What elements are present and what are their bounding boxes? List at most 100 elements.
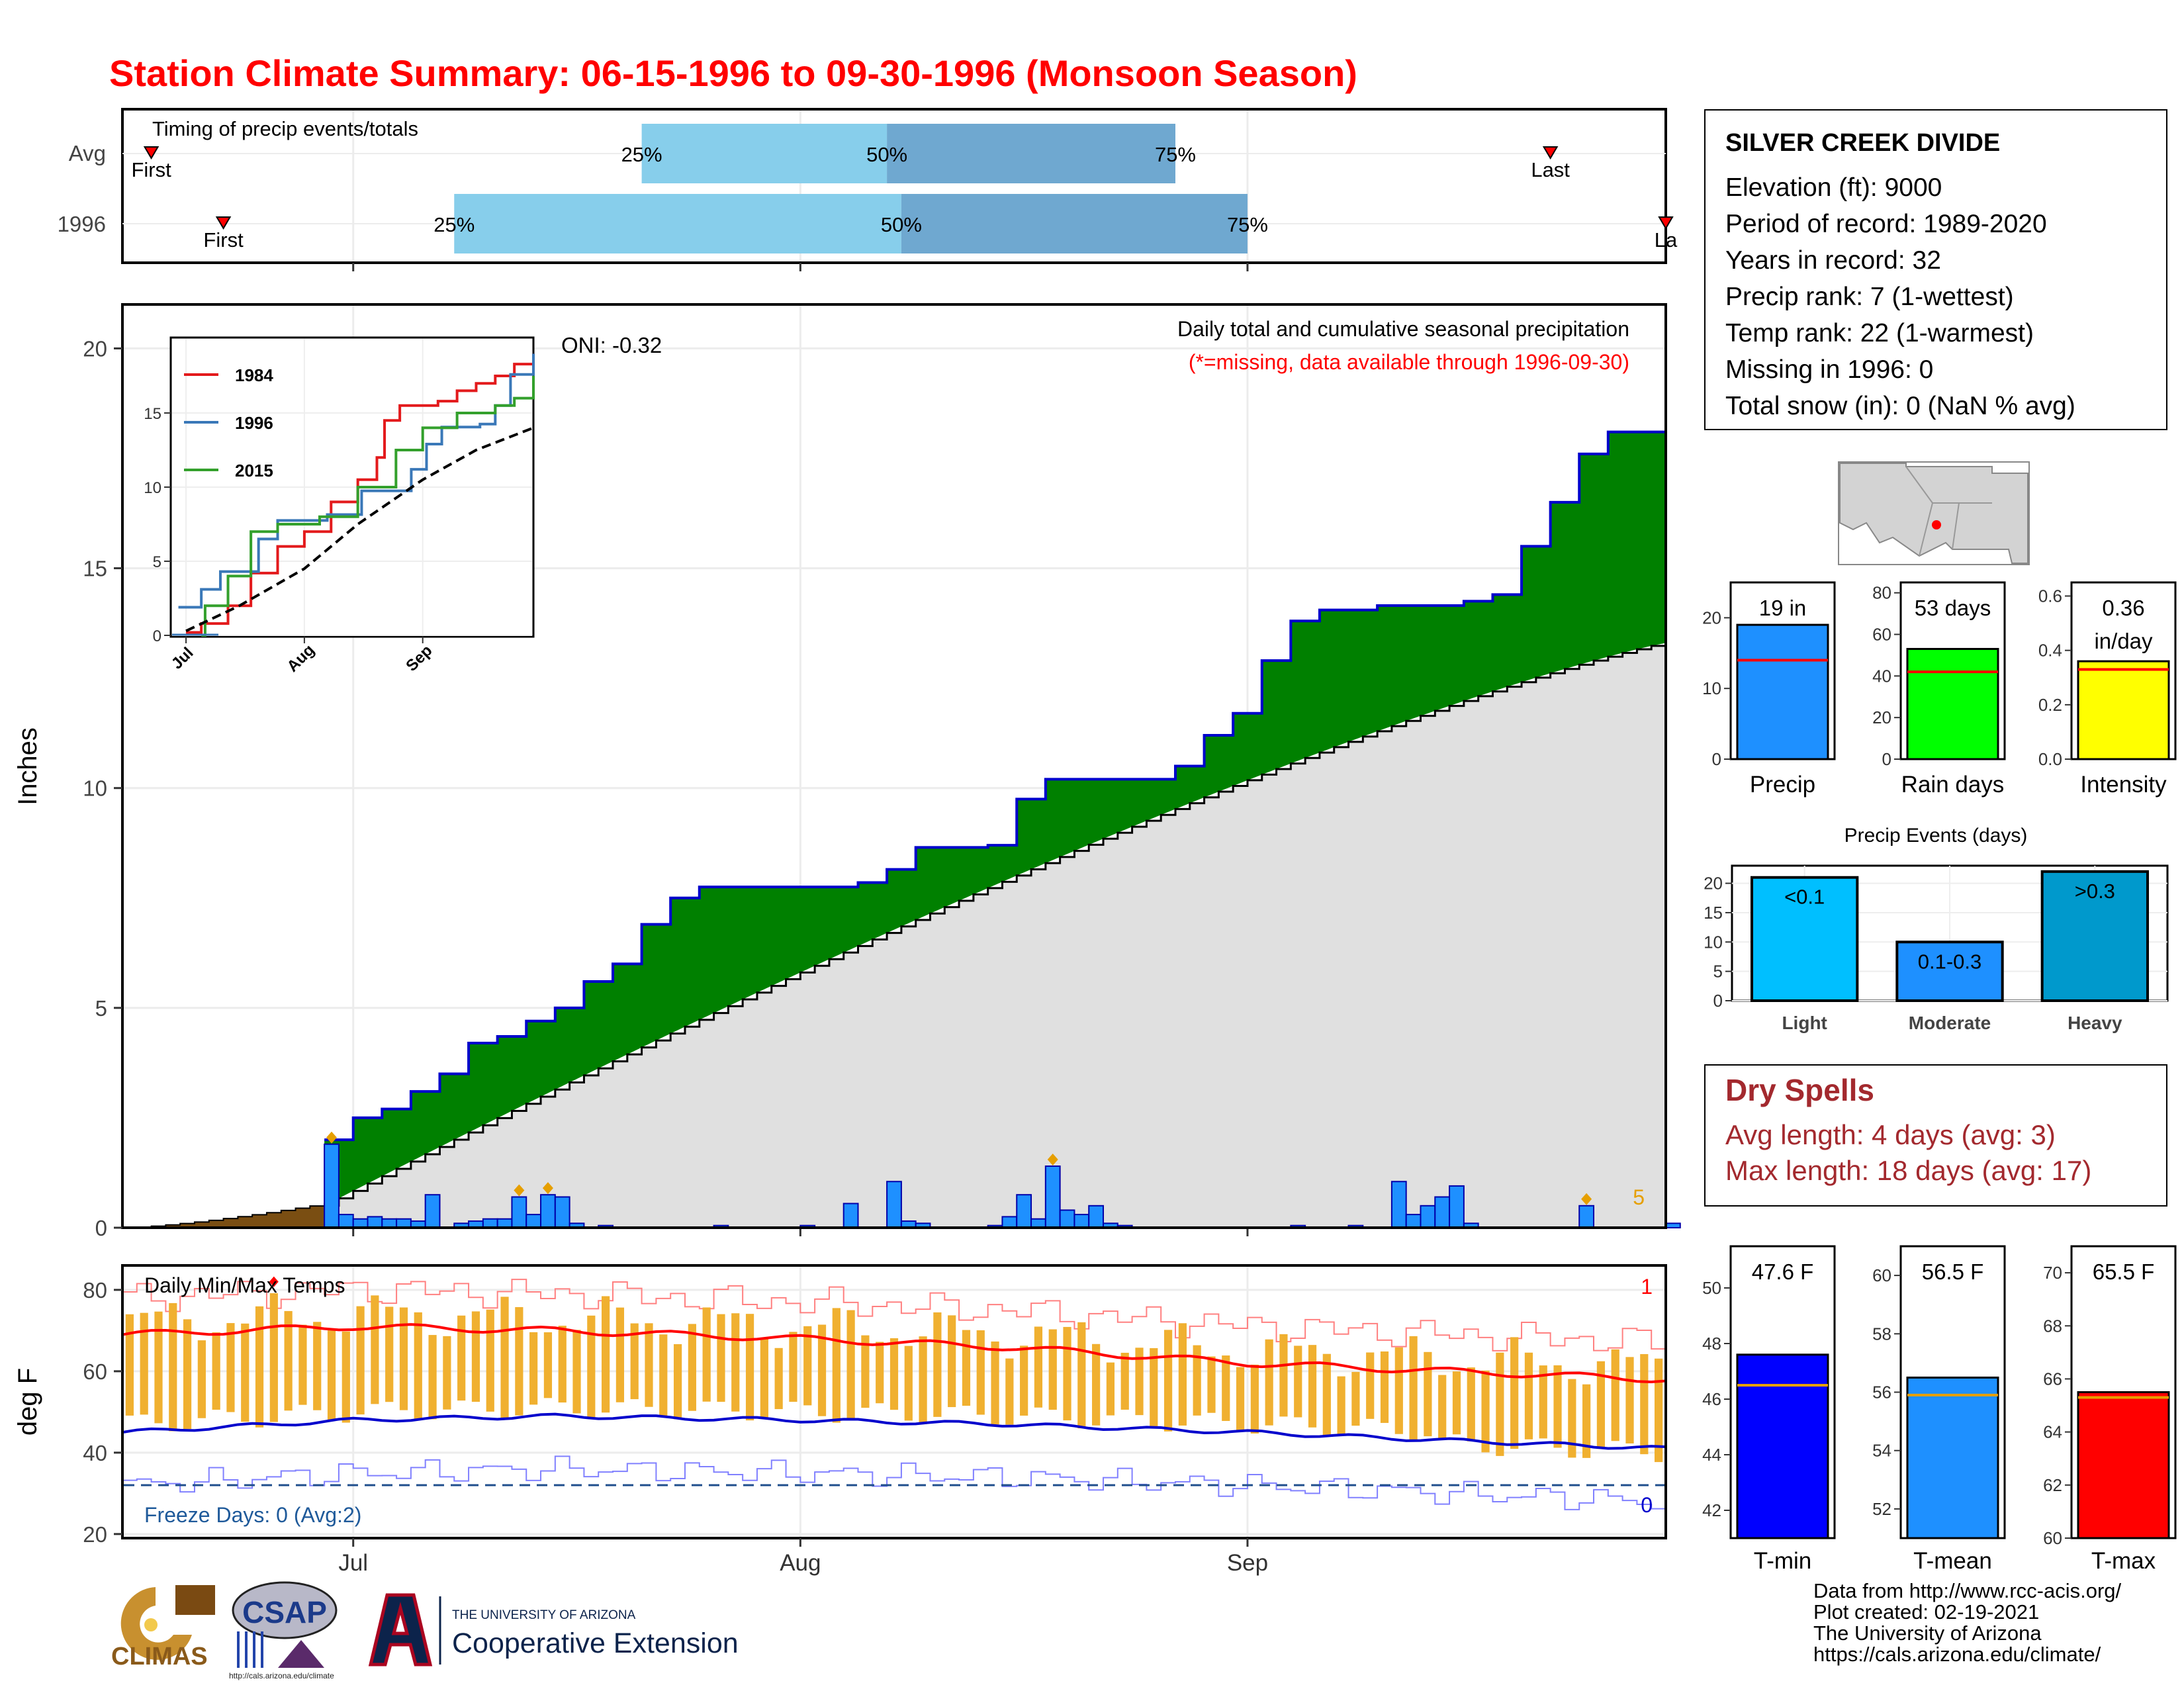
daily-temp-range-bar — [1048, 1329, 1057, 1410]
daily-precip-bar — [1044, 1165, 1061, 1228]
daily-temp-range-bar — [1020, 1346, 1028, 1416]
summary-bar-2 — [2077, 660, 2170, 760]
summary-y-tick-label: 0.6 — [2038, 586, 2062, 606]
timing-pct-label: 75% — [1155, 143, 1196, 166]
daily-temp-range-bar — [1222, 1355, 1230, 1421]
daily-precip-bar — [1088, 1205, 1105, 1229]
temp-summary-y-tick-label: 60 — [2043, 1528, 2062, 1548]
station-marker — [1932, 520, 1941, 529]
daily-temp-range-bar — [183, 1319, 192, 1430]
daily-temp-range-bar — [457, 1315, 466, 1401]
daily-temp-range-bar — [241, 1323, 250, 1422]
daily-temp-range-bar — [1351, 1371, 1360, 1426]
csap-url: http://cals.arizona.edu/climate — [229, 1671, 334, 1680]
daily-precip-bar — [1578, 1205, 1595, 1229]
legend-1996: 1996 — [235, 413, 273, 433]
daily-temp-range-bar — [991, 1341, 999, 1425]
first-event-label: First — [203, 228, 244, 251]
dry-spells-title: Dry Spells — [1725, 1073, 1874, 1107]
arizona-map-shape — [1839, 463, 2028, 564]
events-bar-moderate — [1895, 940, 2004, 1002]
summary-value-label: in/day — [2094, 629, 2153, 653]
daily-temp-range-bar — [269, 1293, 278, 1422]
ua-university-name: THE UNIVERSITY OF ARIZONA — [452, 1608, 636, 1622]
summary-y-tick-label: 20 — [1872, 708, 1891, 727]
daily-precip-bar — [886, 1181, 902, 1228]
summary-y-tick-label: 0.2 — [2038, 695, 2062, 715]
summary-category-label: Rain days — [1901, 772, 2005, 798]
daily-temp-range-bar — [1452, 1371, 1461, 1435]
record-high-line — [122, 1279, 1666, 1351]
first-event-label: First — [131, 158, 171, 181]
daily-precip-bar — [1059, 1209, 1075, 1229]
temp-title: Daily Min/Max Temps — [144, 1273, 345, 1297]
daily-temp-range-bar — [1596, 1361, 1606, 1449]
precip-subtitle: Daily total and cumulative seasonal prec… — [1177, 317, 1629, 341]
timing-bar-50-75 — [901, 194, 1248, 253]
temp-summary-y-tick-label: 58 — [1872, 1324, 1891, 1344]
summary-bars: 0 10 20 19 in Precip 0 20 40 60 80 53 days Rain day… — [1702, 581, 2177, 798]
daily-precip-bar — [1434, 1196, 1451, 1228]
events-y-tick-label: 10 — [1704, 932, 1723, 952]
credits: Data from http://www.rcc-acis.org/ Plot … — [1813, 1580, 2121, 1665]
summary-y-tick-label: 20 — [1702, 608, 1721, 627]
temp-summary-y-tick-label: 66 — [2043, 1369, 2062, 1389]
last-event-label: Last — [1531, 158, 1570, 181]
inset-lines — [172, 339, 535, 637]
climas-emblem — [120, 1587, 192, 1660]
precip-y-tick-label: 5 — [95, 996, 107, 1021]
events-category-label: Moderate — [1909, 1013, 1991, 1033]
cumulative-1996-line — [324, 430, 1666, 1142]
temp-y-tick-label: 20 — [83, 1522, 107, 1547]
ua-logo: THE UNIVERSITY OF ARIZONA Cooperative Ex… — [368, 1593, 739, 1667]
credit-plot-created: Plot created: 02-19-2021 — [1813, 1600, 2040, 1623]
inset-series-1984 — [186, 353, 535, 634]
daily-precip-bar — [1420, 1205, 1436, 1229]
daily-precip-bar — [324, 1143, 340, 1229]
events-category-label: Light — [1782, 1013, 1827, 1033]
events-y-tick-label: 15 — [1704, 903, 1723, 923]
daily-temp-range-bar — [832, 1308, 841, 1423]
temp-summary-y-tick-label: 44 — [1702, 1445, 1721, 1465]
daily-precip-bar — [1390, 1181, 1407, 1228]
last-event-label: La — [1655, 228, 1678, 251]
events-y-tick-label: 0 — [1713, 991, 1723, 1011]
temp-summary-bar-1 — [1906, 1376, 1999, 1539]
extreme-event-marker — [542, 1182, 553, 1195]
daily-temp-range-bar — [1424, 1351, 1432, 1437]
daily-temp-range-bar — [284, 1310, 293, 1411]
daily-temp-range-bar — [1366, 1352, 1375, 1419]
record-high-marker — [269, 1276, 279, 1287]
summary-y-tick-label: 0 — [1712, 749, 1721, 769]
daily-temp-range-bar — [1120, 1352, 1129, 1410]
daily-precip-bar — [511, 1196, 527, 1228]
inset-average-line — [185, 426, 534, 633]
summary-y-tick-label: 40 — [1872, 666, 1891, 686]
temp-summary-y-tick-label: 70 — [2043, 1263, 2062, 1283]
timing-bar-25-50 — [641, 124, 887, 183]
daily-temp-range-bar — [543, 1332, 553, 1398]
inset-legend: 1984 1996 2015 — [184, 365, 273, 480]
daily-temp-range-bar — [1150, 1348, 1158, 1426]
daily-temp-range-bar — [1005, 1358, 1014, 1425]
temp-summary-y-tick-label: 64 — [2043, 1422, 2062, 1442]
daily-temp-range-bar — [760, 1337, 768, 1419]
timing-panel: Timing of precip events/totals Avg 1996 … — [58, 108, 1678, 271]
average-cumulative-line — [324, 645, 1666, 1207]
temp-summary-y-tick-label: 54 — [1872, 1441, 1891, 1461]
timing-bar-50-75 — [887, 124, 1175, 183]
timing-pct-label: 75% — [1227, 213, 1268, 236]
temp-y-axis: 20 40 60 80 — [83, 1278, 122, 1547]
daily-temp-range-bar — [615, 1307, 625, 1402]
daily-precip-bar — [554, 1196, 570, 1228]
temp-summary-category-label: T-min — [1754, 1548, 1812, 1574]
daily-temp-range-bar — [529, 1332, 538, 1405]
station-precip-rank: Precip rank: 7 (1-wettest) — [1725, 283, 2014, 311]
daily-temp-range-bar — [169, 1303, 177, 1432]
daily-temp-range-bar — [1539, 1365, 1547, 1439]
daily-temp-range-bar — [789, 1332, 797, 1402]
summary-bar-1 — [1906, 648, 1999, 760]
daily-temp-range-bar — [1655, 1358, 1663, 1463]
events-bar-label: <0.1 — [1784, 886, 1825, 909]
